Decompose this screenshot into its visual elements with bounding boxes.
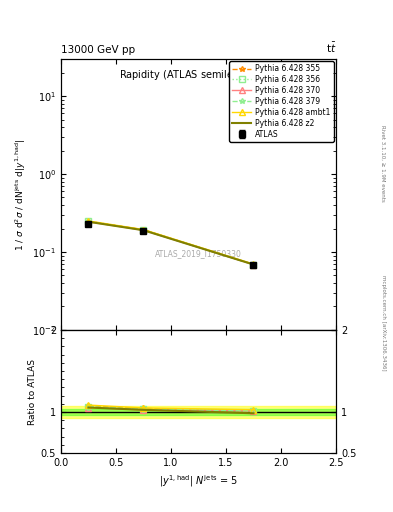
Pythia 6.428 z2: [141, 227, 146, 233]
Pythia 6.428 355: [86, 218, 91, 224]
Text: mcplots.cern.ch [arXiv:1306.3436]: mcplots.cern.ch [arXiv:1306.3436]: [381, 275, 386, 370]
Line: Pythia 6.428 ambt1: Pythia 6.428 ambt1: [86, 218, 256, 267]
Pythia 6.428 355: [251, 262, 256, 268]
Pythia 6.428 370: [86, 219, 91, 225]
Pythia 6.428 370: [141, 227, 146, 233]
Y-axis label: Ratio to ATLAS: Ratio to ATLAS: [28, 358, 37, 424]
Line: Pythia 6.428 379: Pythia 6.428 379: [86, 219, 256, 267]
Line: Pythia 6.428 z2: Pythia 6.428 z2: [88, 222, 253, 265]
Pythia 6.428 379: [141, 227, 146, 233]
Line: Pythia 6.428 370: Pythia 6.428 370: [86, 219, 256, 267]
X-axis label: |$y^{1,\rm had}$| $N^{\rm jets}$ = 5: |$y^{1,\rm had}$| $N^{\rm jets}$ = 5: [159, 474, 238, 489]
Pythia 6.428 356: [251, 262, 256, 268]
Text: 13000 GeV pp: 13000 GeV pp: [61, 45, 135, 55]
Pythia 6.428 z2: [86, 219, 91, 225]
Bar: [61, 407, 336, 418]
Text: ATLAS_2019_I1750330: ATLAS_2019_I1750330: [155, 249, 242, 259]
Text: t$\bar{t}$: t$\bar{t}$: [325, 41, 336, 55]
Pythia 6.428 379: [86, 219, 91, 225]
Pythia 6.428 ambt1: [141, 226, 146, 232]
Pythia 6.428 355: [141, 227, 146, 233]
Pythia 6.428 356: [86, 219, 91, 225]
Text: Rapidity (ATLAS semileptonic t$\bar{t}$): Rapidity (ATLAS semileptonic t$\bar{t}$): [119, 67, 278, 83]
Line: Pythia 6.428 355: Pythia 6.428 355: [86, 219, 256, 267]
Pythia 6.428 379: [251, 262, 256, 268]
Y-axis label: 1 / $\sigma$ d$^2\sigma$ / dN$^{\rm jets}$ d|$y^{1,\rm had}$|: 1 / $\sigma$ d$^2\sigma$ / dN$^{\rm jets…: [14, 138, 28, 250]
Pythia 6.428 356: [141, 227, 146, 233]
Bar: [61, 409, 336, 415]
Text: Rivet 3.1.10, ≥ 1.9M events: Rivet 3.1.10, ≥ 1.9M events: [381, 125, 386, 202]
Pythia 6.428 ambt1: [86, 218, 91, 224]
Pythia 6.428 ambt1: [251, 261, 256, 267]
Pythia 6.428 370: [251, 262, 256, 268]
Legend: Pythia 6.428 355, Pythia 6.428 356, Pythia 6.428 370, Pythia 6.428 379, Pythia 6: Pythia 6.428 355, Pythia 6.428 356, Pyth…: [230, 61, 334, 142]
Line: Pythia 6.428 356: Pythia 6.428 356: [86, 219, 256, 267]
Pythia 6.428 z2: [251, 262, 256, 268]
